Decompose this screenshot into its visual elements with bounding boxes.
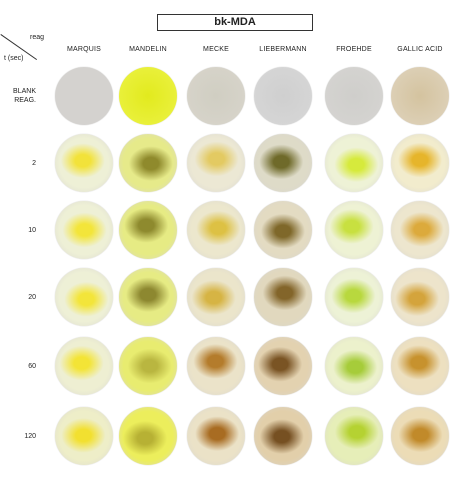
reaction-spot-gallic-acid xyxy=(391,407,449,465)
time-row-label: 20 xyxy=(28,293,36,301)
reagent-header: FROEHDE xyxy=(336,46,372,53)
reaction-spot-marquis xyxy=(55,407,113,465)
reaction-spot-mandelin xyxy=(119,67,177,125)
reaction-spot-marquis xyxy=(55,201,113,259)
reaction-spot-marquis xyxy=(55,134,113,192)
reaction-spot-gallic-acid xyxy=(391,337,449,395)
reaction-spot-froehde xyxy=(325,268,383,326)
reaction-spot-mandelin xyxy=(119,268,177,326)
reaction-spot-froehde xyxy=(325,407,383,465)
time-row-label: 10 xyxy=(28,226,36,234)
reaction-spot-froehde xyxy=(325,201,383,259)
reaction-spot-liebermann xyxy=(254,67,312,125)
reagent-header: MANDELIN xyxy=(129,46,167,53)
time-row-label: 2 xyxy=(32,159,36,167)
reaction-spot-mecke xyxy=(187,268,245,326)
reaction-spot-mecke xyxy=(187,67,245,125)
time-row-label: 60 xyxy=(28,362,36,370)
reaction-spot-gallic-acid xyxy=(391,201,449,259)
reaction-spot-mandelin xyxy=(119,407,177,465)
reaction-spot-froehde xyxy=(325,337,383,395)
reaction-spot-gallic-acid xyxy=(391,268,449,326)
reagent-header: MARQUIS xyxy=(66,46,102,53)
reaction-spot-mandelin xyxy=(119,201,177,259)
reaction-spot-liebermann xyxy=(254,268,312,326)
reaction-spot-mecke xyxy=(187,134,245,192)
reaction-spot-froehde xyxy=(325,67,383,125)
reaction-spot-liebermann xyxy=(254,201,312,259)
reaction-spot-mecke xyxy=(187,201,245,259)
reaction-spot-mecke xyxy=(187,407,245,465)
reagent-header: LIEBERMANN xyxy=(259,46,307,53)
reaction-spot-mandelin xyxy=(119,337,177,395)
time-row-label: BLANK REAG. xyxy=(13,88,36,104)
reaction-spot-liebermann xyxy=(254,134,312,192)
time-row-label: 120 xyxy=(24,432,36,440)
corner-time-label: t (sec) xyxy=(4,55,24,62)
reaction-spot-marquis xyxy=(55,67,113,125)
reaction-spot-marquis xyxy=(55,268,113,326)
reaction-spot-gallic-acid xyxy=(391,134,449,192)
reaction-spot-mandelin xyxy=(119,134,177,192)
reaction-spot-froehde xyxy=(325,134,383,192)
chart-title: bk-MDA xyxy=(157,14,313,31)
reaction-spot-liebermann xyxy=(254,337,312,395)
reagent-header: GALLIC ACID xyxy=(397,46,443,53)
reaction-spot-mecke xyxy=(187,337,245,395)
reaction-spot-liebermann xyxy=(254,407,312,465)
reaction-spot-gallic-acid xyxy=(391,67,449,125)
reagent-header: MECKE xyxy=(203,46,229,53)
reaction-spot-marquis xyxy=(55,337,113,395)
corner-reagent-label: reag xyxy=(30,34,45,41)
